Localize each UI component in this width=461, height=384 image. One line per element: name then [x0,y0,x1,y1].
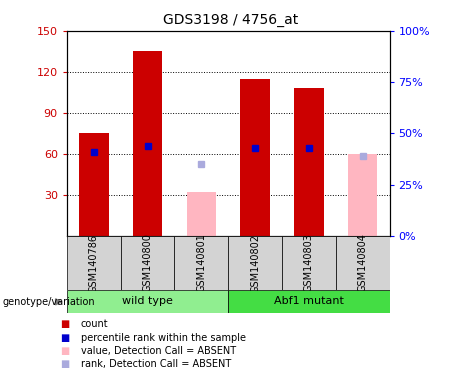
Text: ■: ■ [60,359,69,369]
Bar [174,236,228,290]
Bar [187,192,216,236]
Text: Abf1 mutant: Abf1 mutant [274,296,344,306]
Text: GSM140804: GSM140804 [358,233,368,293]
Text: GSM140803: GSM140803 [304,233,314,293]
Bar [336,236,390,290]
Text: count: count [81,319,108,329]
Text: ■: ■ [60,333,69,343]
Text: wild type: wild type [122,296,173,306]
Bar [348,154,378,236]
Bar [294,88,324,236]
Bar [228,290,390,313]
Text: GDS3198 / 4756_at: GDS3198 / 4756_at [163,13,298,27]
Bar [282,236,336,290]
Bar [67,236,121,290]
Bar [67,290,228,313]
Text: GSM140802: GSM140802 [250,233,260,293]
Text: GSM140800: GSM140800 [142,233,153,293]
Text: genotype/variation: genotype/variation [2,297,95,307]
Bar [228,236,282,290]
Text: ■: ■ [60,319,69,329]
Bar [240,79,270,236]
Bar [133,51,162,236]
Text: value, Detection Call = ABSENT: value, Detection Call = ABSENT [81,346,236,356]
Text: rank, Detection Call = ABSENT: rank, Detection Call = ABSENT [81,359,231,369]
Text: GSM140786: GSM140786 [89,233,99,293]
Text: percentile rank within the sample: percentile rank within the sample [81,333,246,343]
Bar [121,236,174,290]
Text: ■: ■ [60,346,69,356]
Text: GSM140801: GSM140801 [196,233,207,293]
Bar [79,133,108,236]
